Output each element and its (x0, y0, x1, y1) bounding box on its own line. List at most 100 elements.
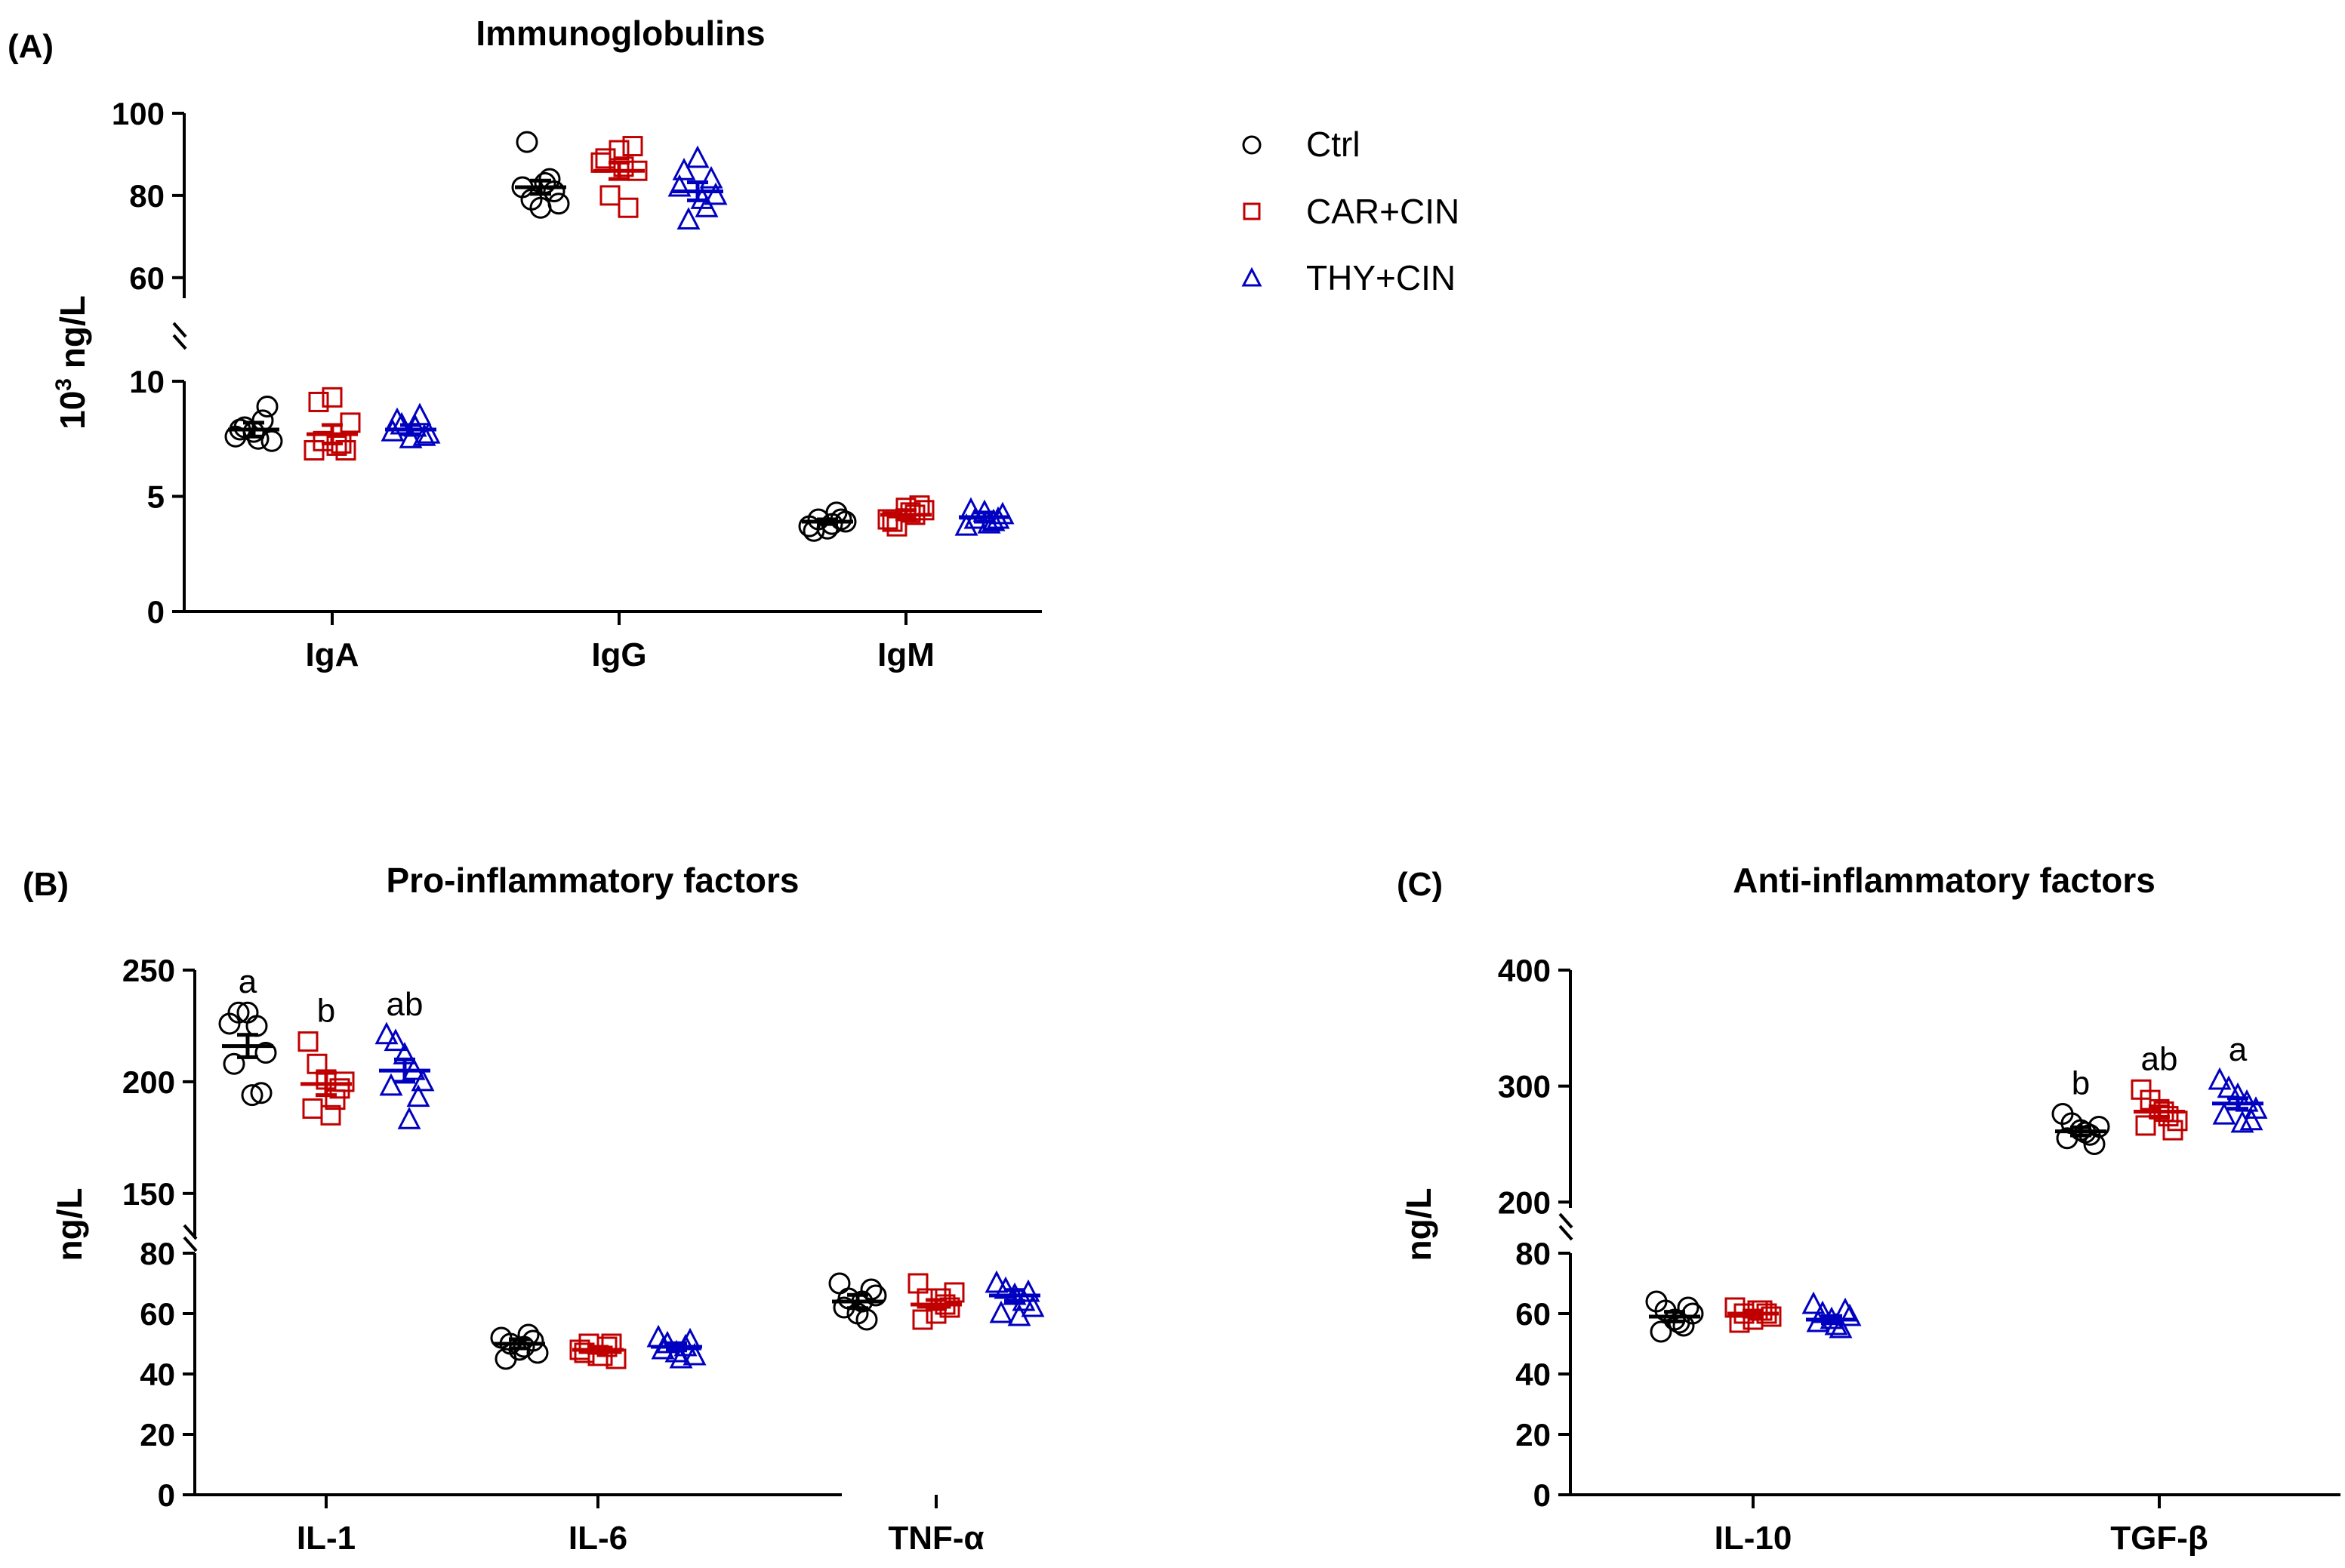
significance-letter: a (2229, 1031, 2248, 1068)
data-point-thy-cin (379, 1073, 403, 1096)
axis-break-mark (1558, 1225, 1573, 1241)
y-tick-label: 200 (1498, 1184, 1551, 1220)
panel-b-title: Pro-inflammatory factors (386, 861, 799, 900)
data-point-thy-cin (2235, 1089, 2259, 1112)
legend-item-ctrl: Ctrl (1242, 125, 1360, 164)
x-tick-label-igg: IgG (591, 636, 646, 673)
panel-c-plot-area: 0 20 40 60 80 200 300 400 IL-10 TGF-β b ab a (1498, 953, 2340, 1557)
data-point-ctrl (254, 1041, 277, 1064)
data-point-thy-cin (406, 1084, 430, 1107)
y-tick-label: 0 (147, 594, 165, 630)
y-tick-label: 10 (129, 364, 165, 399)
axis-break-mark (183, 1236, 198, 1252)
axis-break-mark (172, 334, 187, 350)
data-point-car-cin (613, 156, 634, 177)
data-point-thy-cin (669, 1345, 693, 1369)
y-tick-label: 80 (140, 1236, 175, 1271)
data-point-ctrl (241, 1084, 263, 1107)
axis-break-mark (183, 1224, 198, 1240)
data-point-thy-cin (686, 145, 710, 168)
panel-b-y-axis-label: ng/L (50, 1188, 89, 1261)
significance-letter: a (239, 963, 257, 1000)
legend: Ctrl CAR+CIN THY+CIN (1241, 125, 1459, 297)
data-point-car-cin (340, 412, 361, 433)
data-point-car-cin (334, 1071, 355, 1092)
data-point-thy-cin (397, 1106, 421, 1129)
legend-thy-cin-marker (1241, 266, 1262, 287)
data-point-ctrl (517, 1323, 540, 1346)
data-point-thy-cin (991, 501, 1015, 525)
x-tick-label-il-10: IL-10 (1715, 1520, 1792, 1557)
x-tick-label-iga: IgA (306, 636, 359, 673)
data-point-thy-cin (678, 1327, 702, 1351)
y-tick-label: 0 (158, 1477, 175, 1513)
legend-car-cin-marker (1243, 202, 1261, 220)
data-point-ctrl (223, 1052, 245, 1075)
data-point-thy-cin (676, 207, 701, 230)
data-point-car-cin (329, 1078, 350, 1099)
data-point-thy-cin (1021, 1294, 1045, 1317)
data-point-thy-cin (384, 1028, 408, 1052)
data-point-thy-cin (2230, 1110, 2254, 1133)
y-tick-label: 40 (1515, 1357, 1551, 1392)
significance-letter: b (317, 993, 335, 1030)
y-tick-label: 60 (140, 1296, 175, 1332)
data-point-thy-cin (683, 1342, 707, 1366)
panel-b-label: (B) (23, 866, 69, 903)
data-point-car-cin (944, 1282, 965, 1303)
data-point-car-cin (297, 1031, 319, 1052)
x-tick-label-igm: IgM (877, 636, 935, 673)
data-point-car-cin (320, 1104, 341, 1126)
y-tick-label: 20 (140, 1417, 175, 1452)
data-point-thy-cin (1829, 1315, 1853, 1338)
data-point-thy-cin (667, 174, 692, 197)
data-point-ctrl (245, 1015, 268, 1037)
data-point-car-cin (599, 185, 621, 206)
data-point-thy-cin (985, 1270, 1009, 1293)
significance-letter: b (2072, 1065, 2090, 1102)
data-point-thy-cin (672, 157, 696, 180)
data-point-ctrl (516, 131, 538, 153)
data-point-thy-cin (954, 513, 978, 536)
y-tick-label: 5 (147, 479, 165, 515)
y-tick-label: 150 (122, 1176, 175, 1212)
data-point-car-cin (912, 1309, 933, 1330)
legend-thy-cin-label: THY+CIN (1306, 258, 1456, 297)
panel-a: (A) Immunoglobulins 103 ng/L 0 5 10 60 80 100… (8, 14, 1042, 673)
data-point-thy-cin (704, 182, 728, 205)
legend-item-thy-cin: THY+CIN (1241, 258, 1456, 297)
panel-a-plot-area: 0 5 10 60 80 100 IgA IgG IgM (112, 96, 1042, 673)
panel-c-y-axis-label: ng/L (1399, 1188, 1438, 1261)
significance-letter: ab (387, 986, 424, 1023)
y-tick-label: 100 (112, 96, 165, 131)
y-tick-label: 80 (129, 178, 165, 214)
data-point-thy-cin (1007, 1303, 1031, 1326)
panel-c-title: Anti-inflammatory factors (1733, 861, 2155, 900)
data-point-car-cin (322, 387, 343, 408)
x-tick-label-tgf: TGF-β (2110, 1520, 2208, 1557)
data-point-ctrl (250, 1082, 273, 1104)
data-point-ctrl (1650, 1320, 1672, 1343)
y-tick-label: 250 (122, 953, 175, 988)
x-tick-label-il-1: IL-1 (297, 1520, 356, 1557)
y-tick-label: 200 (122, 1064, 175, 1100)
x-tick-label-il-6: IL-6 (569, 1520, 627, 1557)
y-tick-label: 60 (1515, 1296, 1551, 1332)
y-tick-label: 300 (1498, 1069, 1551, 1104)
y-tick-label: 0 (1533, 1477, 1551, 1513)
panel-a-title: Immunoglobulins (476, 14, 765, 53)
data-point-thy-cin (411, 1068, 435, 1092)
data-point-thy-cin (374, 1021, 399, 1045)
axis-break-mark (1558, 1212, 1573, 1229)
legend-item-car-cin: CAR+CIN (1243, 192, 1459, 231)
y-tick-label: 20 (1515, 1417, 1551, 1452)
x-tick-label-tnf: TNF-α (888, 1520, 984, 1557)
y-tick-label: 40 (140, 1357, 175, 1392)
data-point-car-cin (308, 391, 329, 412)
data-point-car-cin (900, 502, 921, 523)
panel-c: (C) Anti-inflammatory factors ng/L 0 20 40… (1397, 861, 2340, 1557)
y-tick-label: 60 (129, 260, 165, 296)
data-point-ctrl (227, 1001, 250, 1024)
